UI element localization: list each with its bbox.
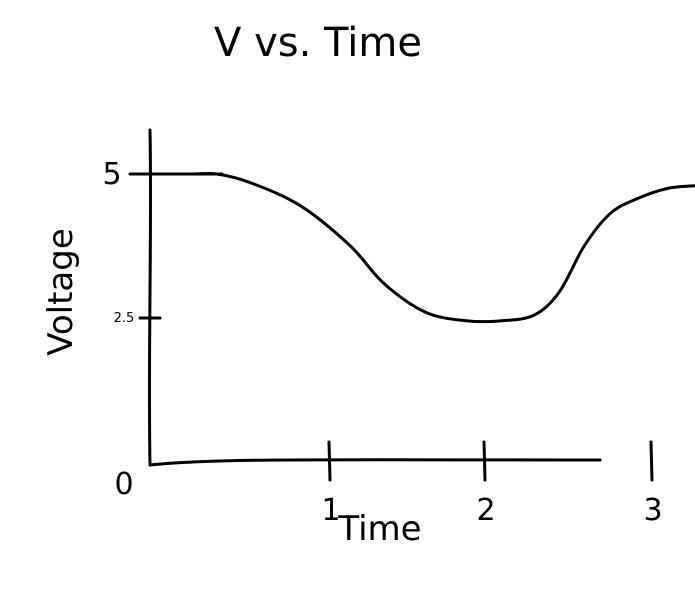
y-axis [147, 128, 153, 467]
x-tick-label-1: 1 [321, 493, 340, 528]
chart-title: V vs. Time [214, 20, 422, 66]
x-axis [148, 458, 602, 467]
y-tick-label-5: 5 [102, 157, 121, 192]
y-axis-label: Voltage [41, 228, 81, 356]
x-tick-2 [482, 440, 487, 482]
x-axis-label: Time [337, 509, 421, 549]
x-tick-1 [327, 440, 332, 482]
x-tick-label-2: 2 [476, 493, 495, 528]
x-tick-3 [649, 440, 654, 482]
y-tick-label-2.5: 2.5 [114, 311, 135, 326]
origin-label: 0 [114, 467, 133, 502]
series-line [140, 171, 695, 324]
axis-ticks: 1 2 3 2.5 5 [102, 157, 662, 528]
x-tick-label-3: 3 [643, 493, 662, 528]
